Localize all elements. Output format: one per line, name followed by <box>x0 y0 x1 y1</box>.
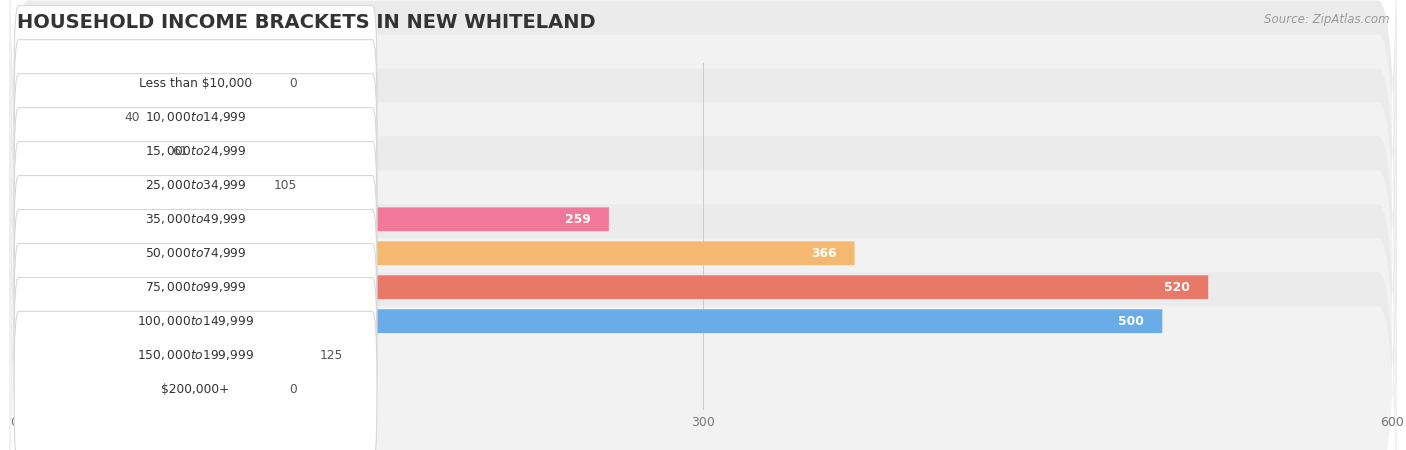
FancyBboxPatch shape <box>14 243 377 399</box>
FancyBboxPatch shape <box>10 0 1396 374</box>
Text: $100,000 to $149,999: $100,000 to $149,999 <box>136 314 254 328</box>
Text: $10,000 to $14,999: $10,000 to $14,999 <box>145 110 246 124</box>
Text: Less than $10,000: Less than $10,000 <box>139 77 252 90</box>
FancyBboxPatch shape <box>14 210 377 365</box>
Text: Source: ZipAtlas.com: Source: ZipAtlas.com <box>1264 14 1389 27</box>
Text: $75,000 to $99,999: $75,000 to $99,999 <box>145 280 246 294</box>
Text: $35,000 to $49,999: $35,000 to $49,999 <box>145 212 246 226</box>
FancyBboxPatch shape <box>14 176 377 331</box>
FancyBboxPatch shape <box>14 6 377 161</box>
FancyBboxPatch shape <box>10 64 1396 442</box>
FancyBboxPatch shape <box>14 278 377 433</box>
FancyBboxPatch shape <box>14 343 301 367</box>
FancyBboxPatch shape <box>14 142 377 297</box>
FancyBboxPatch shape <box>10 0 1396 272</box>
Text: 366: 366 <box>811 247 837 260</box>
FancyBboxPatch shape <box>14 140 271 163</box>
Text: 500: 500 <box>1118 315 1144 328</box>
FancyBboxPatch shape <box>10 166 1396 450</box>
Text: $50,000 to $74,999: $50,000 to $74,999 <box>145 246 246 260</box>
FancyBboxPatch shape <box>14 74 377 229</box>
FancyBboxPatch shape <box>10 0 1396 340</box>
FancyBboxPatch shape <box>10 132 1396 450</box>
FancyBboxPatch shape <box>14 241 855 265</box>
Text: $150,000 to $199,999: $150,000 to $199,999 <box>136 348 254 362</box>
FancyBboxPatch shape <box>14 311 377 450</box>
Text: 0: 0 <box>290 77 298 90</box>
FancyBboxPatch shape <box>14 105 271 129</box>
Text: $25,000 to $34,999: $25,000 to $34,999 <box>145 178 246 192</box>
FancyBboxPatch shape <box>10 99 1396 450</box>
FancyBboxPatch shape <box>14 40 377 195</box>
FancyBboxPatch shape <box>10 31 1396 408</box>
FancyBboxPatch shape <box>14 108 377 263</box>
Text: $200,000+: $200,000+ <box>162 382 229 396</box>
FancyBboxPatch shape <box>14 275 1208 299</box>
FancyBboxPatch shape <box>14 173 271 197</box>
Text: 0: 0 <box>290 382 298 396</box>
FancyBboxPatch shape <box>10 200 1396 450</box>
Text: 40: 40 <box>124 111 139 124</box>
Text: 125: 125 <box>319 349 343 362</box>
FancyBboxPatch shape <box>10 0 1396 306</box>
FancyBboxPatch shape <box>14 72 271 95</box>
Text: HOUSEHOLD INCOME BRACKETS IN NEW WHITELAND: HOUSEHOLD INCOME BRACKETS IN NEW WHITELA… <box>17 14 596 32</box>
Text: $15,000 to $24,999: $15,000 to $24,999 <box>145 144 246 158</box>
FancyBboxPatch shape <box>14 309 1163 333</box>
Text: 61: 61 <box>173 145 188 158</box>
Text: 259: 259 <box>565 213 591 226</box>
Text: 105: 105 <box>274 179 297 192</box>
FancyBboxPatch shape <box>14 377 271 401</box>
FancyBboxPatch shape <box>14 207 609 231</box>
Text: 520: 520 <box>1164 281 1189 294</box>
